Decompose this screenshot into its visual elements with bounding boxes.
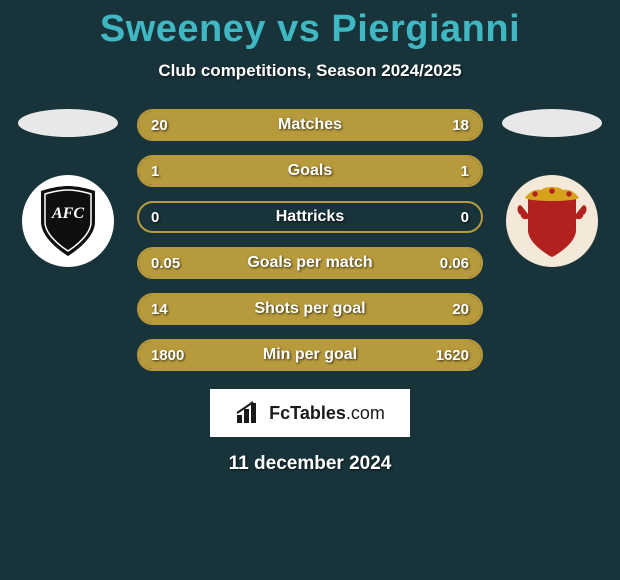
player1-photo-placeholder — [18, 109, 118, 137]
comparison-body: AFC 2018Matches 11Goals 00Hattricks 0.050.0… — [0, 109, 620, 371]
stat-label: Hattricks — [139, 203, 481, 231]
brand-prefix: Fc — [269, 403, 290, 423]
player2-name: Piergianni — [331, 8, 520, 50]
stat-bar: 1420Shots per goal — [137, 293, 483, 325]
stat-label: Shots per goal — [139, 295, 481, 323]
stat-bar: 0.050.06Goals per match — [137, 247, 483, 279]
stat-bar: 18001620Min per goal — [137, 339, 483, 371]
stat-label: Matches — [139, 111, 481, 139]
svg-text:AFC: AFC — [51, 205, 84, 222]
brand-mid: Tables — [290, 403, 346, 423]
stevenage-crest-icon — [511, 180, 593, 262]
generation-date: 11 december 2024 — [0, 453, 620, 475]
stat-bar: 00Hattricks — [137, 201, 483, 233]
player2-photo-placeholder — [502, 109, 602, 137]
stat-label: Min per goal — [139, 341, 481, 369]
fctables-logo: FcTables.com — [210, 389, 410, 437]
stats-column: 2018Matches 11Goals 00Hattricks 0.050.06Goa… — [137, 109, 483, 371]
subtitle: Club competitions, Season 2024/2025 — [0, 61, 620, 81]
comparison-title: Sweeney vs Piergianni — [0, 0, 620, 51]
player2-club-badge — [506, 175, 598, 267]
player1-club-badge: AFC — [22, 175, 114, 267]
stat-bar: 11Goals — [137, 155, 483, 187]
vs-text: vs — [277, 8, 320, 50]
bars-icon — [235, 401, 263, 425]
stat-label: Goals — [139, 157, 481, 185]
stat-bar: 2018Matches — [137, 109, 483, 141]
right-side-column — [497, 109, 607, 267]
afc-shield-icon: AFC — [29, 182, 107, 260]
player1-name: Sweeney — [100, 8, 266, 50]
brand-tld: .com — [346, 403, 385, 423]
stat-label: Goals per match — [139, 249, 481, 277]
fctables-logo-text: FcTables.com — [269, 403, 385, 424]
left-side-column: AFC — [13, 109, 123, 267]
